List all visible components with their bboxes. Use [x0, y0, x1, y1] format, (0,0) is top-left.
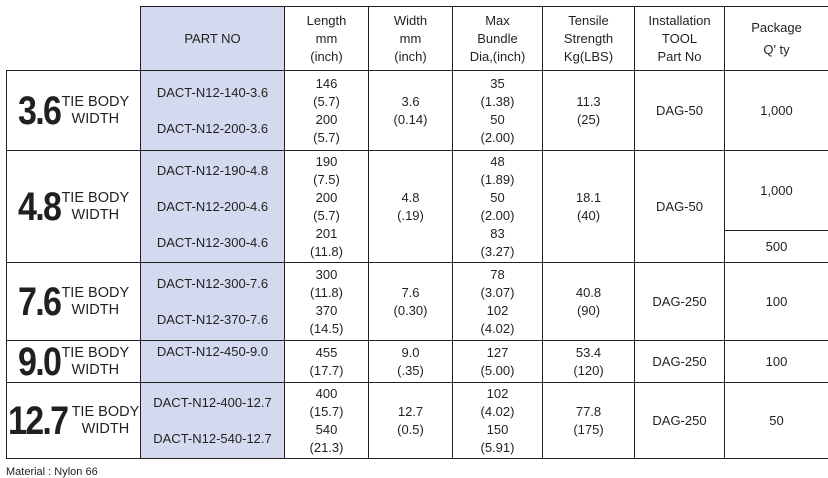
part-no-cell: DACT-N12-400-12.7 DACT-N12-540-12.7 — [141, 383, 285, 459]
length-cell: 190(7.5)200(5.7)201(11.8) — [285, 151, 369, 263]
tensile-cell: 77.8(175) — [543, 383, 635, 459]
bundle-cell: 35(1.38)50(2.00) — [453, 71, 543, 151]
width-cell: 9.0(.35) — [369, 341, 453, 383]
corner-cell — [7, 7, 141, 71]
tool-cell: DAG-250 — [635, 341, 725, 383]
tool-cell: DAG-50 — [635, 71, 725, 151]
part-no-cell: DACT-N12-300-7.6 DACT-N12-370-7.6 — [141, 263, 285, 341]
part-no-cell: DACT-N12-190-4.8 DACT-N12-200-4.6 DACT-N… — [141, 151, 285, 263]
length-cell: 146(5.7)200(5.7) — [285, 71, 369, 151]
package-cell: 100 — [725, 341, 828, 383]
length-cell: 300(11.8)370(14.5) — [285, 263, 369, 341]
width-cell: 7.6(0.30) — [369, 263, 453, 341]
bundle-cell: 102(4.02)150(5.91) — [453, 383, 543, 459]
width-cell: 12.7(0.5) — [369, 383, 453, 459]
length-cell: 455(17.7) — [285, 341, 369, 383]
tensile-cell: 40.8(90) — [543, 263, 635, 341]
bundle-cell: 78(3.07)102(4.02) — [453, 263, 543, 341]
bundle-cell: 48(1.89)50(2.00)83(3.27) — [453, 151, 543, 263]
tensile-cell: 11.3(25) — [543, 71, 635, 151]
material-footnote: Material : Nylon 66 — [6, 466, 98, 478]
part-no-cell: DACT-N12-140-3.6 DACT-N12-200-3.6 — [141, 71, 285, 151]
length-cell: 400(15.7)540(21.3) — [285, 383, 369, 459]
tool-cell: DAG-250 — [635, 383, 725, 459]
part-no-cell: DACT-N12-450-9.0 — [141, 341, 285, 383]
tensile-cell: 18.1(40) — [543, 151, 635, 263]
package-cell: 500 — [725, 231, 828, 263]
tensile-cell: 53.4(120) — [543, 341, 635, 383]
package-cell: 100 — [725, 263, 828, 341]
tool-cell: DAG-50 — [635, 151, 725, 263]
width-cell: 3.6(0.14) — [369, 71, 453, 151]
header-part-no: PART NO — [141, 7, 285, 71]
package-cell: 1,000 — [725, 151, 828, 231]
width-cell: 4.8(.19) — [369, 151, 453, 263]
bundle-cell: 127(5.00) — [453, 341, 543, 383]
package-cell: 1,000 — [725, 71, 828, 151]
package-cell: 50 — [725, 383, 828, 459]
tool-cell: DAG-250 — [635, 263, 725, 341]
